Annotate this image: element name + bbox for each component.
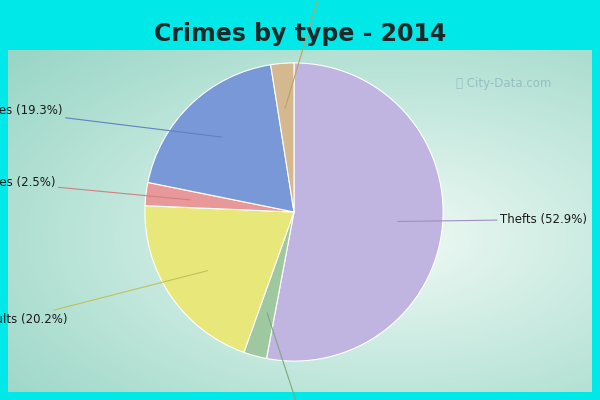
Text: Burglaries (19.3%): Burglaries (19.3%)	[0, 104, 221, 137]
Wedge shape	[244, 212, 294, 358]
Text: ⓘ City-Data.com: ⓘ City-Data.com	[456, 78, 551, 90]
Wedge shape	[145, 182, 294, 212]
Text: Crimes by type - 2014: Crimes by type - 2014	[154, 22, 446, 46]
Text: Thefts (52.9%): Thefts (52.9%)	[398, 213, 587, 226]
Text: Assaults (20.2%): Assaults (20.2%)	[0, 271, 208, 326]
Text: Rapes (2.5%): Rapes (2.5%)	[267, 313, 351, 400]
Text: Auto thefts (2.5%): Auto thefts (2.5%)	[267, 0, 375, 108]
Text: Robberies (2.5%): Robberies (2.5%)	[0, 176, 190, 200]
Wedge shape	[266, 63, 443, 361]
Wedge shape	[148, 65, 294, 212]
Wedge shape	[271, 63, 294, 212]
Wedge shape	[145, 206, 294, 352]
